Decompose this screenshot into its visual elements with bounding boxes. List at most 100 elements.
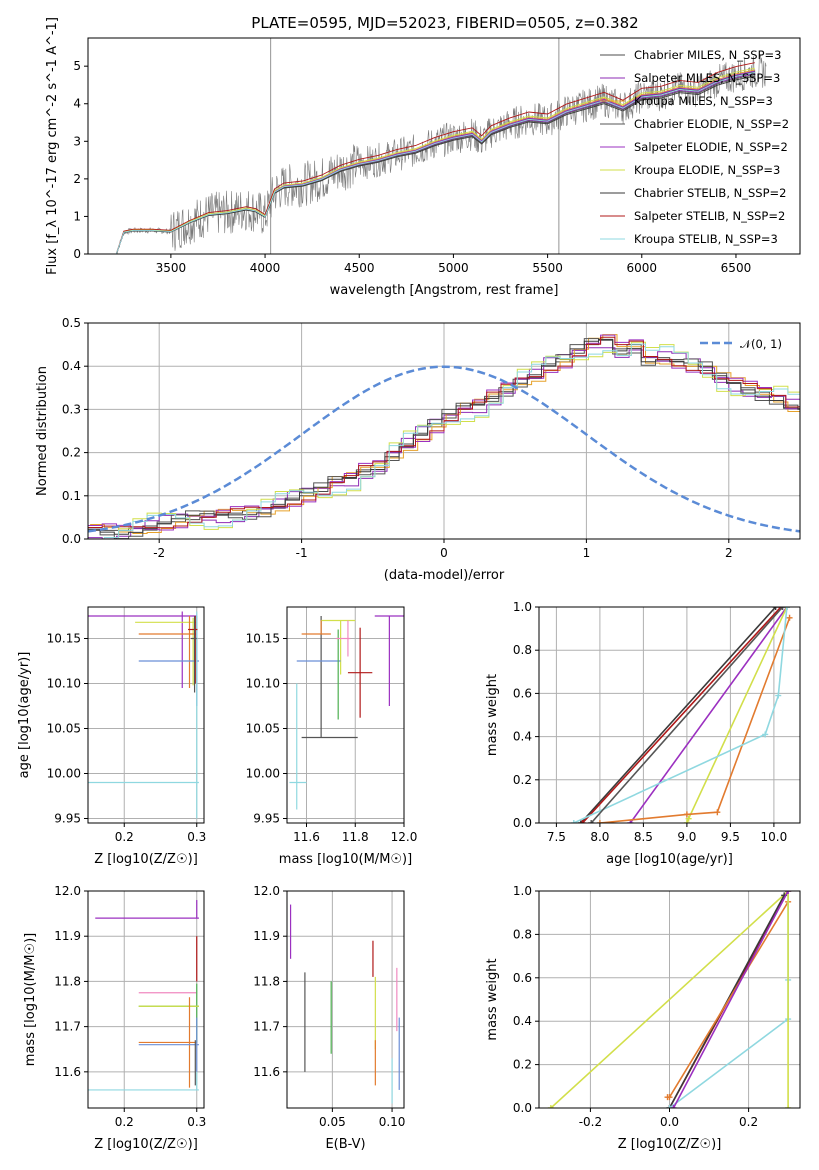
y-tick-label: 10.15 xyxy=(47,632,81,646)
plot-area xyxy=(539,891,800,1108)
y-axis-label: mass [log10(M/M☉)] xyxy=(23,933,38,1066)
point-marker xyxy=(579,820,586,823)
panel-cumulative_age: 7.5 8.0 8.5 9.0 9.5 10.0 0.0 0.2 0.4 0.6 0.8 1.0 age… xyxy=(485,600,801,867)
x-axis-label: wavelength [Angstrom, rest frame] xyxy=(330,283,559,298)
error-point xyxy=(289,683,307,810)
panel-cumulative_z: -0.2 0.0 0.2 0.0 0.2 0.4 0.6 0.8 1.0 Z [log10(Z/Z… xyxy=(485,884,801,1152)
y-tick-label: 1.0 xyxy=(513,884,532,898)
y-tick-label: 1.0 xyxy=(513,600,532,614)
y-tick-label: 9.95 xyxy=(54,812,81,826)
error-point xyxy=(88,1071,199,1091)
y-tick-label: 11.8 xyxy=(54,974,81,988)
point-marker xyxy=(762,731,769,738)
point-marker xyxy=(685,815,692,822)
model-line xyxy=(115,62,755,254)
panel-ebv_vs_mass: 0.05 0.10 11.6 11.7 11.8 11.9 12.0 E(B-V) xyxy=(253,884,405,1152)
x-tick-label: 0 xyxy=(440,546,448,560)
x-tick-label: 2 xyxy=(725,546,733,560)
y-tick-label: 5 xyxy=(73,59,81,73)
histogram-series xyxy=(88,338,800,535)
y-tick-label: 11.8 xyxy=(253,974,280,988)
point-marker xyxy=(666,1094,673,1101)
legend-entry: Salpeter STELIB, N_SSP=2 xyxy=(634,209,785,223)
plot-area xyxy=(88,891,204,1108)
error-point xyxy=(321,619,356,675)
x-tick-label: 4000 xyxy=(250,261,281,275)
plot-area xyxy=(287,607,404,823)
x-tick-label: 0.05 xyxy=(319,1115,346,1129)
point-marker xyxy=(666,1105,673,1108)
x-tick-label: 4500 xyxy=(344,261,375,275)
x-tick-label: 3500 xyxy=(156,261,187,275)
normal-curve xyxy=(88,365,800,533)
y-tick-label: 11.9 xyxy=(253,929,280,943)
x-tick-label: -2 xyxy=(153,546,165,560)
x-tick-label: 9.0 xyxy=(677,830,696,844)
y-tick-label: 1 xyxy=(73,209,81,223)
error-point xyxy=(88,611,199,819)
x-tick-label: -0.2 xyxy=(579,1115,602,1129)
y-tick-label: 11.7 xyxy=(54,1020,81,1034)
x-tick-label: 6500 xyxy=(721,261,752,275)
point-marker xyxy=(785,891,792,894)
plot-area xyxy=(88,323,800,539)
y-tick-label: 0.2 xyxy=(62,446,81,460)
y-tick-label: 3 xyxy=(73,134,81,148)
y-tick-label: 0.2 xyxy=(513,1058,532,1072)
legend-entry: Salpeter ELODIE, N_SSP=2 xyxy=(634,140,788,154)
panel-z_vs_age: 0.2 0.3 9.95 10.00 10.05 10.10 10.15 Z [log10(Z… xyxy=(17,606,206,867)
error-point xyxy=(138,1017,199,1072)
point-marker xyxy=(683,811,690,818)
y-tick-label: 2 xyxy=(73,172,81,186)
error-point xyxy=(347,627,373,718)
error-point xyxy=(88,611,197,688)
legend-entry: Kroupa ELODIE, N_SSP=3 xyxy=(634,163,780,177)
cumulative-line xyxy=(590,607,784,823)
axes-frame xyxy=(87,890,205,1109)
axes-frame xyxy=(286,890,405,1109)
y-tick-label: 0.0 xyxy=(513,816,532,830)
x-axis-label: mass [log10(M/M☉)] xyxy=(279,852,412,867)
point-marker xyxy=(577,820,584,823)
point-marker xyxy=(596,820,603,823)
x-tick-label: 6000 xyxy=(627,261,658,275)
point-marker xyxy=(670,1105,677,1108)
cumulative-line xyxy=(672,891,789,1108)
error-point xyxy=(135,617,197,686)
y-tick-label: 0.2 xyxy=(513,773,532,787)
y-tick-label: 0.1 xyxy=(62,489,81,503)
y-tick-label: 10.00 xyxy=(47,767,81,781)
y-tick-label: 10.05 xyxy=(47,722,81,736)
legend-entry: Salpeter MILES, N_SSP=3 xyxy=(634,71,780,85)
y-tick-label: 0.4 xyxy=(513,730,532,744)
x-tick-label: 1 xyxy=(583,546,591,560)
cumulative-line xyxy=(629,607,788,823)
legend-entry: Kroupa STELIB, N_SSP=3 xyxy=(634,232,778,246)
x-tick-label: 8.0 xyxy=(590,830,609,844)
point-marker xyxy=(786,614,793,621)
error-point xyxy=(138,616,197,688)
axes-frame xyxy=(87,606,205,824)
x-tick-label: 0.3 xyxy=(187,1115,206,1129)
y-tick-label: 0 xyxy=(73,247,81,261)
point-marker xyxy=(547,1105,554,1108)
y-axis-label: mass weight xyxy=(485,958,500,1040)
x-tick-label: 0.2 xyxy=(115,830,134,844)
x-tick-label: 0.0 xyxy=(660,1115,679,1129)
point-marker xyxy=(783,607,790,610)
x-axis-label: age [log10(age/yr)] xyxy=(606,852,733,867)
plot-area xyxy=(287,891,404,1108)
histogram-series xyxy=(88,347,800,539)
axes-frame xyxy=(538,890,801,1109)
axes-frame xyxy=(87,37,801,255)
x-axis-label: Z [log10(Z/Z☉)] xyxy=(94,852,198,867)
y-tick-label: 10.00 xyxy=(246,767,280,781)
cumulative-line xyxy=(550,891,789,1108)
y-tick-label: 12.0 xyxy=(253,884,280,898)
error-point xyxy=(95,900,199,919)
point-marker xyxy=(779,607,786,610)
y-tick-label: 10.05 xyxy=(246,722,280,736)
y-tick-label: 0.6 xyxy=(513,686,532,700)
observed-spectrum xyxy=(116,55,767,254)
